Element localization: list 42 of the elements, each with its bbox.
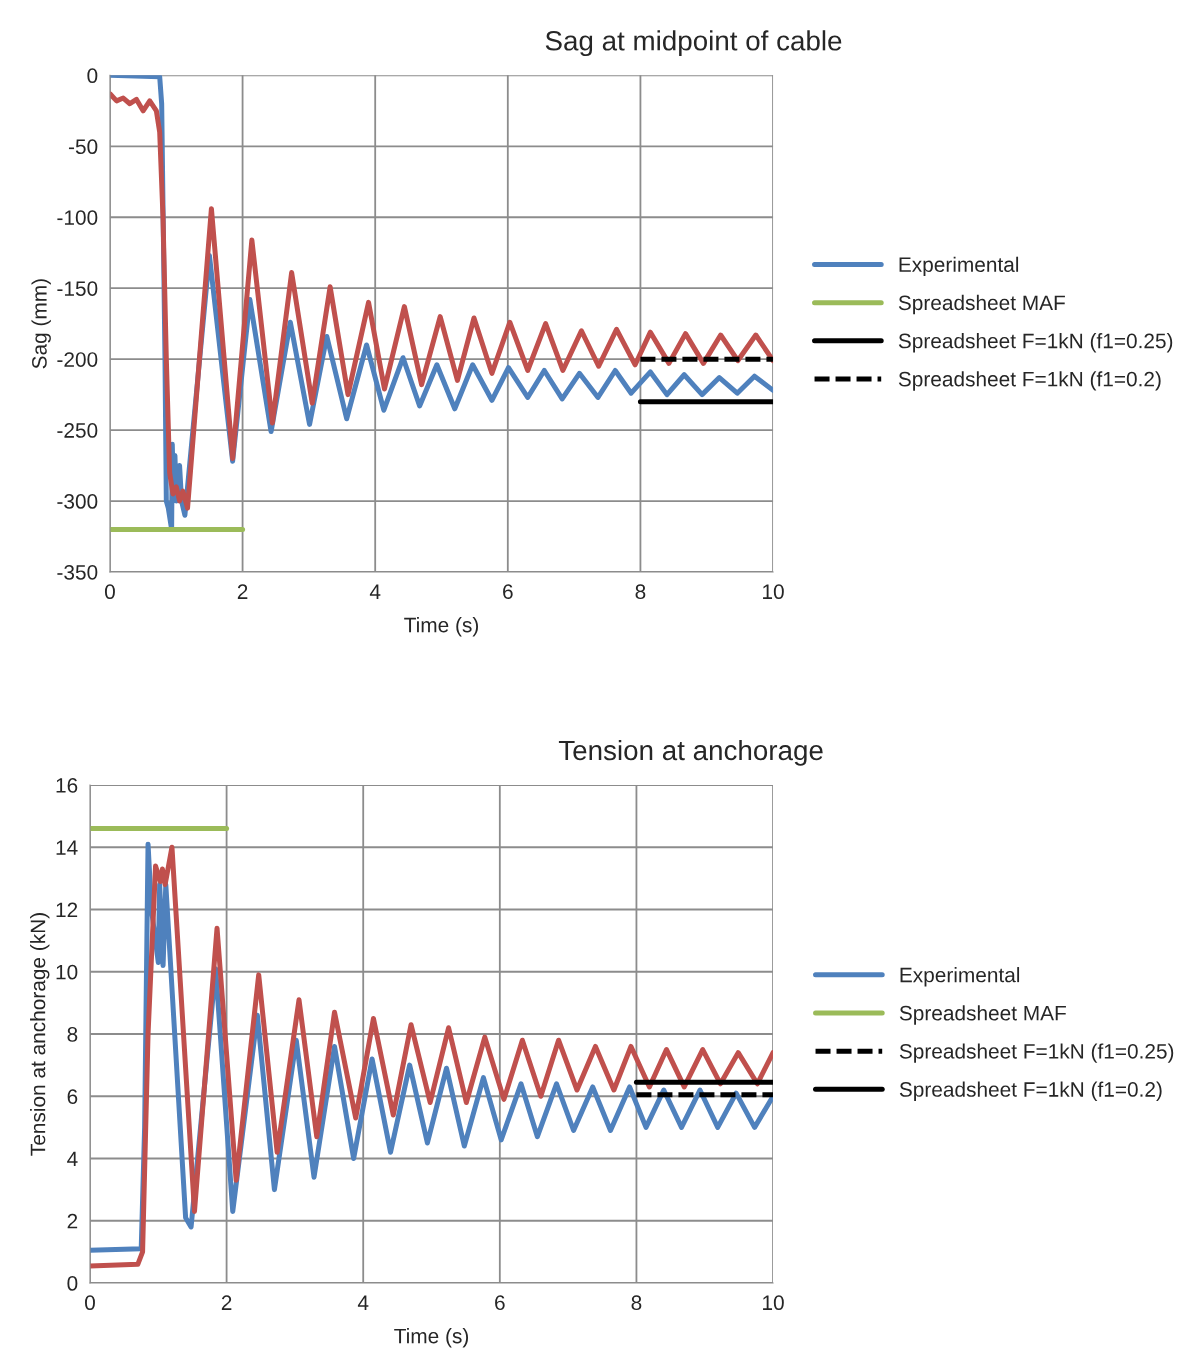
x-tick-label: 0 xyxy=(104,584,115,600)
y-tick-label: 4 xyxy=(67,1151,78,1167)
legend-label: Experimental xyxy=(899,256,1019,277)
y-tick-label: 0 xyxy=(67,1276,78,1291)
x-axis-title: Time (s) xyxy=(404,617,479,637)
y-tick-label: -300 xyxy=(57,494,98,509)
y-tick-label: 2 xyxy=(67,1213,78,1229)
legend-label: Spreadsheet MAF xyxy=(899,1005,1066,1025)
x-tick-label: 2 xyxy=(221,1295,232,1310)
y-tick-label: -100 xyxy=(57,210,98,225)
y-tick-label: 14 xyxy=(56,840,78,855)
legend-label: Spreadsheet F=1kN (f1=0.2) xyxy=(898,371,1161,391)
y-tick-label: -200 xyxy=(57,352,98,367)
legend-label: Spreadsheet MAF xyxy=(898,294,1065,315)
x-tick-label: 6 xyxy=(503,584,513,600)
x-tick-label: 10 xyxy=(763,584,784,600)
x-tick-label: 4 xyxy=(369,584,381,599)
legend-label: Spreadsheet F=1kN (f1=0.25) xyxy=(899,1043,1174,1063)
y-tick-label: 12 xyxy=(56,902,78,918)
x-tick-label: 2 xyxy=(237,584,248,599)
chart-title: Tension at anchorage xyxy=(558,739,823,766)
chart-title: Sag at midpoint of cable xyxy=(545,30,842,57)
y-tick-label: 16 xyxy=(56,778,78,793)
y-tick-label: -350 xyxy=(57,564,98,580)
x-axis-title: Time (s) xyxy=(394,1328,469,1348)
x-tick-label: 8 xyxy=(635,584,646,600)
legend-label: Experimental xyxy=(900,967,1020,987)
y-tick-label: 8 xyxy=(67,1027,78,1042)
legend-label: Spreadsheet F=1kN (f1=0.2) xyxy=(899,1081,1162,1101)
y-axis-title: Tension at anchorage (kN) xyxy=(30,913,50,1156)
y-axis-title: Sag (mm) xyxy=(31,279,51,369)
legend-label: Spreadsheet F=1kN (f1=0.25) xyxy=(898,333,1173,353)
y-tick-label: -150 xyxy=(57,281,98,296)
x-tick-label: 8 xyxy=(631,1295,642,1311)
y-tick-label: 6 xyxy=(67,1089,78,1105)
y-tick-label: 0 xyxy=(87,68,98,84)
x-tick-label: 6 xyxy=(495,1295,505,1311)
x-tick-label: 10 xyxy=(763,1295,784,1311)
x-tick-label: 4 xyxy=(357,1295,369,1310)
y-tick-label: 10 xyxy=(56,964,78,980)
y-tick-label: -250 xyxy=(57,423,98,438)
y-tick-label: -50 xyxy=(68,139,98,155)
